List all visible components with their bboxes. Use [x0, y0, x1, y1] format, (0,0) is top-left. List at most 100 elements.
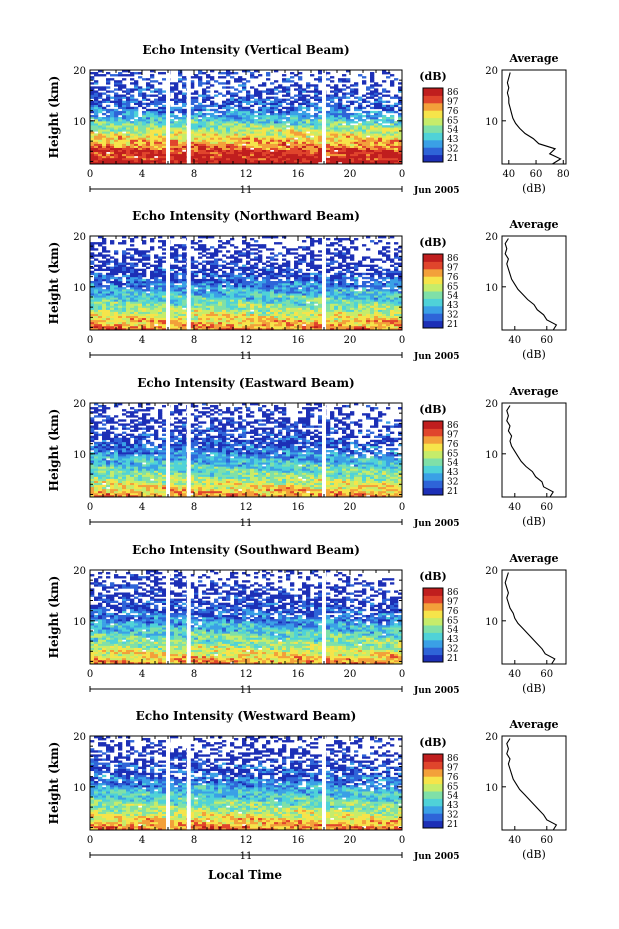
- heatmap-cell: [282, 295, 287, 298]
- heatmap-cell: [174, 289, 179, 292]
- heatmap-cell: [266, 139, 271, 142]
- heatmap-cell: [114, 291, 119, 294]
- average-x-tick-label: 60: [530, 169, 543, 180]
- heatmap-cell: [218, 278, 223, 282]
- heatmap-cell: [206, 86, 211, 89]
- heatmap-cell: [346, 117, 351, 120]
- heatmap-cell: [286, 293, 291, 296]
- heatmap-cell: [158, 143, 163, 146]
- heatmap-cell: [314, 309, 319, 312]
- heatmap-cell: [358, 153, 363, 157]
- heatmap-cell: [362, 131, 367, 134]
- heatmap-cell: [110, 117, 115, 120]
- heatmap-cell: [378, 307, 383, 310]
- heatmap-cell: [226, 278, 231, 282]
- heatmap-cell: [266, 125, 271, 128]
- heatmap-cell: [206, 323, 211, 327]
- heatmap-cell: [258, 151, 263, 155]
- heatmap-cell: [218, 315, 223, 319]
- heatmap-cell: [370, 96, 375, 99]
- heatmap-cell: [330, 143, 335, 146]
- heatmap-cell: [218, 280, 223, 284]
- colorbar-swatch: [423, 117, 443, 126]
- heatmap-cell: [158, 133, 163, 136]
- heatmap-cell: [338, 325, 343, 329]
- heatmap-cell: [282, 287, 287, 290]
- heatmap-cell: [202, 278, 207, 282]
- heatmap-cell: [326, 149, 331, 153]
- heatmap-cell: [242, 139, 247, 142]
- heatmap-cell: [318, 133, 323, 136]
- heatmap-cell: [142, 274, 147, 278]
- heatmap-cell: [362, 323, 367, 327]
- heatmap-cell: [222, 119, 227, 122]
- heatmap-cell: [318, 301, 323, 304]
- heatmap-cell: [246, 98, 251, 101]
- heatmap-cell: [138, 289, 143, 292]
- heatmap-cell: [294, 108, 299, 112]
- heatmap-cell: [94, 80, 99, 83]
- heatmap-cell: [382, 106, 387, 110]
- heatmap-cell: [334, 293, 339, 296]
- heatmap-cell: [150, 76, 155, 79]
- heatmap-cell: [258, 123, 263, 126]
- heatmap-cell: [334, 325, 339, 329]
- heatmap-cell: [302, 145, 307, 148]
- heatmap-cell: [226, 137, 231, 140]
- heatmap-cell: [102, 311, 107, 314]
- heatmap-cell: [306, 285, 311, 288]
- heatmap-cell: [138, 276, 143, 280]
- heatmap-cell: [146, 86, 151, 89]
- heatmap-cell: [182, 137, 187, 140]
- heatmap-cell: [358, 119, 363, 122]
- heatmap-cell: [362, 305, 367, 308]
- heatmap-cell: [198, 121, 203, 124]
- heatmap-cell: [390, 139, 395, 142]
- heatmap-cell: [230, 100, 235, 103]
- heatmap-cell: [114, 278, 119, 282]
- heatmap-cell: [390, 137, 395, 140]
- heatmap-cell: [122, 270, 127, 274]
- heatmap-cell: [270, 135, 275, 138]
- heatmap-cell: [114, 98, 119, 101]
- heatmap-cell: [106, 305, 111, 308]
- heatmap-cell: [210, 153, 215, 157]
- heatmap-cell: [378, 285, 383, 288]
- heatmap-cell: [206, 131, 211, 134]
- heatmap-cell: [210, 299, 215, 302]
- heatmap-cell: [338, 141, 343, 144]
- heatmap-cell: [274, 305, 279, 308]
- heatmap-cell: [350, 129, 355, 132]
- heatmap-cell: [378, 325, 383, 329]
- heatmap-cell: [218, 321, 223, 325]
- heatmap-cell: [350, 327, 355, 331]
- heatmap-cell: [230, 94, 235, 97]
- heatmap-cell: [190, 112, 195, 116]
- heatmap-cell: [114, 285, 119, 288]
- heatmap-cell: [178, 80, 183, 83]
- heatmap-cell: [194, 127, 199, 130]
- heatmap-cell: [226, 297, 231, 300]
- heatmap-cell: [338, 90, 343, 93]
- heatmap-cell: [238, 323, 243, 327]
- heatmap-cell: [298, 289, 303, 292]
- heatmap-cell: [110, 147, 115, 150]
- heatmap-cell: [338, 135, 343, 138]
- heatmap-cell: [378, 135, 383, 138]
- heatmap-cell: [330, 289, 335, 292]
- colorbar-label: 54: [447, 126, 459, 136]
- heatmap-cell: [350, 287, 355, 290]
- heatmap-cell: [350, 90, 355, 93]
- heatmap-cell: [238, 280, 243, 284]
- heatmap-cell: [138, 157, 143, 161]
- heatmap-cell: [354, 157, 359, 161]
- heatmap-cell: [234, 157, 239, 161]
- heatmap-cell: [294, 125, 299, 128]
- heatmap-cell: [238, 76, 243, 79]
- heatmap-cell: [394, 139, 399, 142]
- heatmap-cell: [182, 86, 187, 89]
- heatmap-cell: [274, 151, 279, 155]
- heatmap-cell: [126, 159, 131, 163]
- heatmap-cell: [146, 293, 151, 296]
- heatmap-cell: [294, 315, 299, 319]
